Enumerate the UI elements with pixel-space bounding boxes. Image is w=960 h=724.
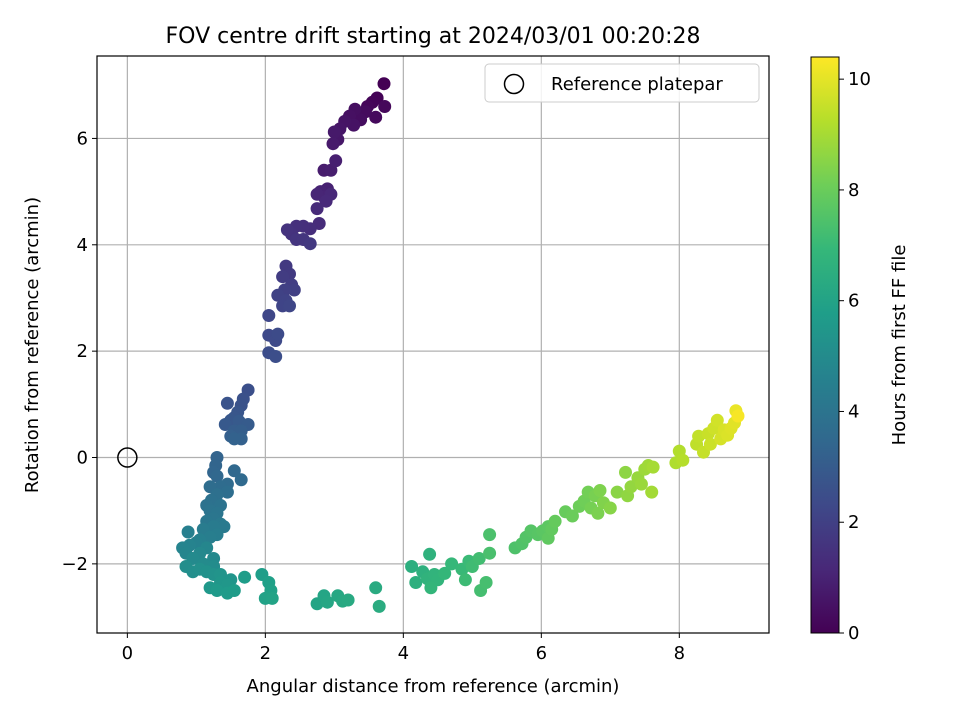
data-point	[548, 514, 562, 528]
data-point	[445, 557, 459, 571]
legend-marker	[503, 73, 525, 95]
x-tick-label: 4	[398, 643, 409, 664]
data-point	[369, 581, 383, 595]
data-point	[280, 223, 294, 237]
x-tick-label: 8	[674, 643, 685, 664]
data-point	[326, 137, 340, 151]
data-point	[378, 100, 392, 113]
data-point	[227, 432, 241, 446]
data-point	[676, 453, 690, 467]
data-point	[423, 547, 437, 561]
data-point	[287, 283, 301, 297]
data-point	[238, 570, 252, 584]
data-point	[369, 110, 383, 124]
colorbar-tick-label: 0	[848, 623, 859, 644]
data-point	[409, 576, 423, 589]
data-point	[405, 560, 419, 573]
data-point	[472, 552, 486, 565]
data-point	[619, 465, 632, 479]
y-tick-label: 6	[77, 128, 88, 149]
data-point	[319, 194, 333, 208]
grid-lines	[97, 56, 769, 633]
data-point	[271, 327, 285, 341]
data-point	[603, 501, 617, 515]
colorbar-tick-label: 2	[848, 512, 859, 533]
data-point	[731, 409, 745, 423]
data-point	[483, 546, 497, 560]
data-point	[220, 485, 234, 499]
colorbar-label: Hours from first FF file	[889, 245, 910, 446]
y-tick-label: 4	[77, 235, 88, 256]
data-points	[176, 77, 745, 613]
data-point	[703, 437, 717, 451]
y-tick-label: −2	[61, 554, 88, 575]
colorbar-tick-label: 4	[848, 401, 859, 422]
legend-box	[484, 63, 760, 103]
data-point	[377, 77, 391, 91]
data-point	[438, 566, 452, 580]
data-point	[329, 154, 343, 168]
data-point	[265, 591, 279, 605]
colorbar-ticks: 0 2 4 6 8 10	[839, 69, 871, 644]
x-axis-label: Angular distance from reference (arcmin)	[247, 676, 620, 697]
data-point	[210, 469, 224, 483]
legend: Reference platepar	[484, 63, 760, 103]
data-point	[591, 506, 605, 520]
data-point	[458, 573, 472, 587]
colorbar-tick-label: 10	[848, 69, 871, 90]
y-tick-label: 0	[77, 448, 88, 469]
x-tick-label: 6	[536, 643, 547, 664]
plot-frame	[96, 55, 770, 634]
reference-point-marker	[117, 447, 138, 468]
data-point	[234, 473, 248, 487]
data-point	[262, 309, 276, 322]
data-point	[372, 599, 386, 613]
data-point	[320, 595, 334, 609]
data-point	[646, 460, 660, 474]
data-point	[341, 593, 355, 607]
chart-title: FOV centre drift starting at 2024/03/01 …	[166, 24, 701, 49]
data-point	[310, 202, 324, 216]
data-point	[634, 477, 648, 491]
data-point	[218, 418, 232, 431]
data-point	[483, 528, 497, 542]
data-point	[227, 464, 241, 478]
colorbar-tick-label: 6	[848, 291, 859, 312]
data-point	[624, 480, 638, 494]
data-point	[479, 576, 493, 589]
data-point	[303, 237, 317, 251]
data-point	[220, 396, 234, 410]
y-tick-label: 2	[77, 341, 88, 362]
y-axis-label: Rotation from reference (arcmin)	[22, 197, 43, 493]
colorbar-tick-label: 8	[848, 180, 859, 201]
data-point	[327, 125, 341, 139]
x-axis-ticks: 0 2 4 6 8	[122, 633, 685, 664]
y-axis-ticks: −2 0 2 4 6	[61, 128, 97, 575]
data-point	[424, 581, 438, 595]
data-point	[645, 485, 659, 499]
data-point	[181, 525, 195, 539]
data-point	[203, 530, 217, 544]
x-tick-label: 0	[122, 643, 133, 664]
data-point	[269, 350, 283, 363]
legend-label: Reference platepar	[551, 74, 723, 95]
data-point	[283, 299, 296, 313]
data-point	[210, 584, 224, 597]
data-point	[710, 413, 724, 427]
data-point	[610, 485, 624, 499]
data-point	[565, 509, 579, 523]
data-point	[227, 584, 241, 597]
x-tick-label: 2	[260, 643, 271, 664]
data-point	[593, 484, 607, 497]
data-point	[310, 187, 324, 201]
colorbar	[810, 56, 840, 634]
data-point	[276, 270, 290, 284]
